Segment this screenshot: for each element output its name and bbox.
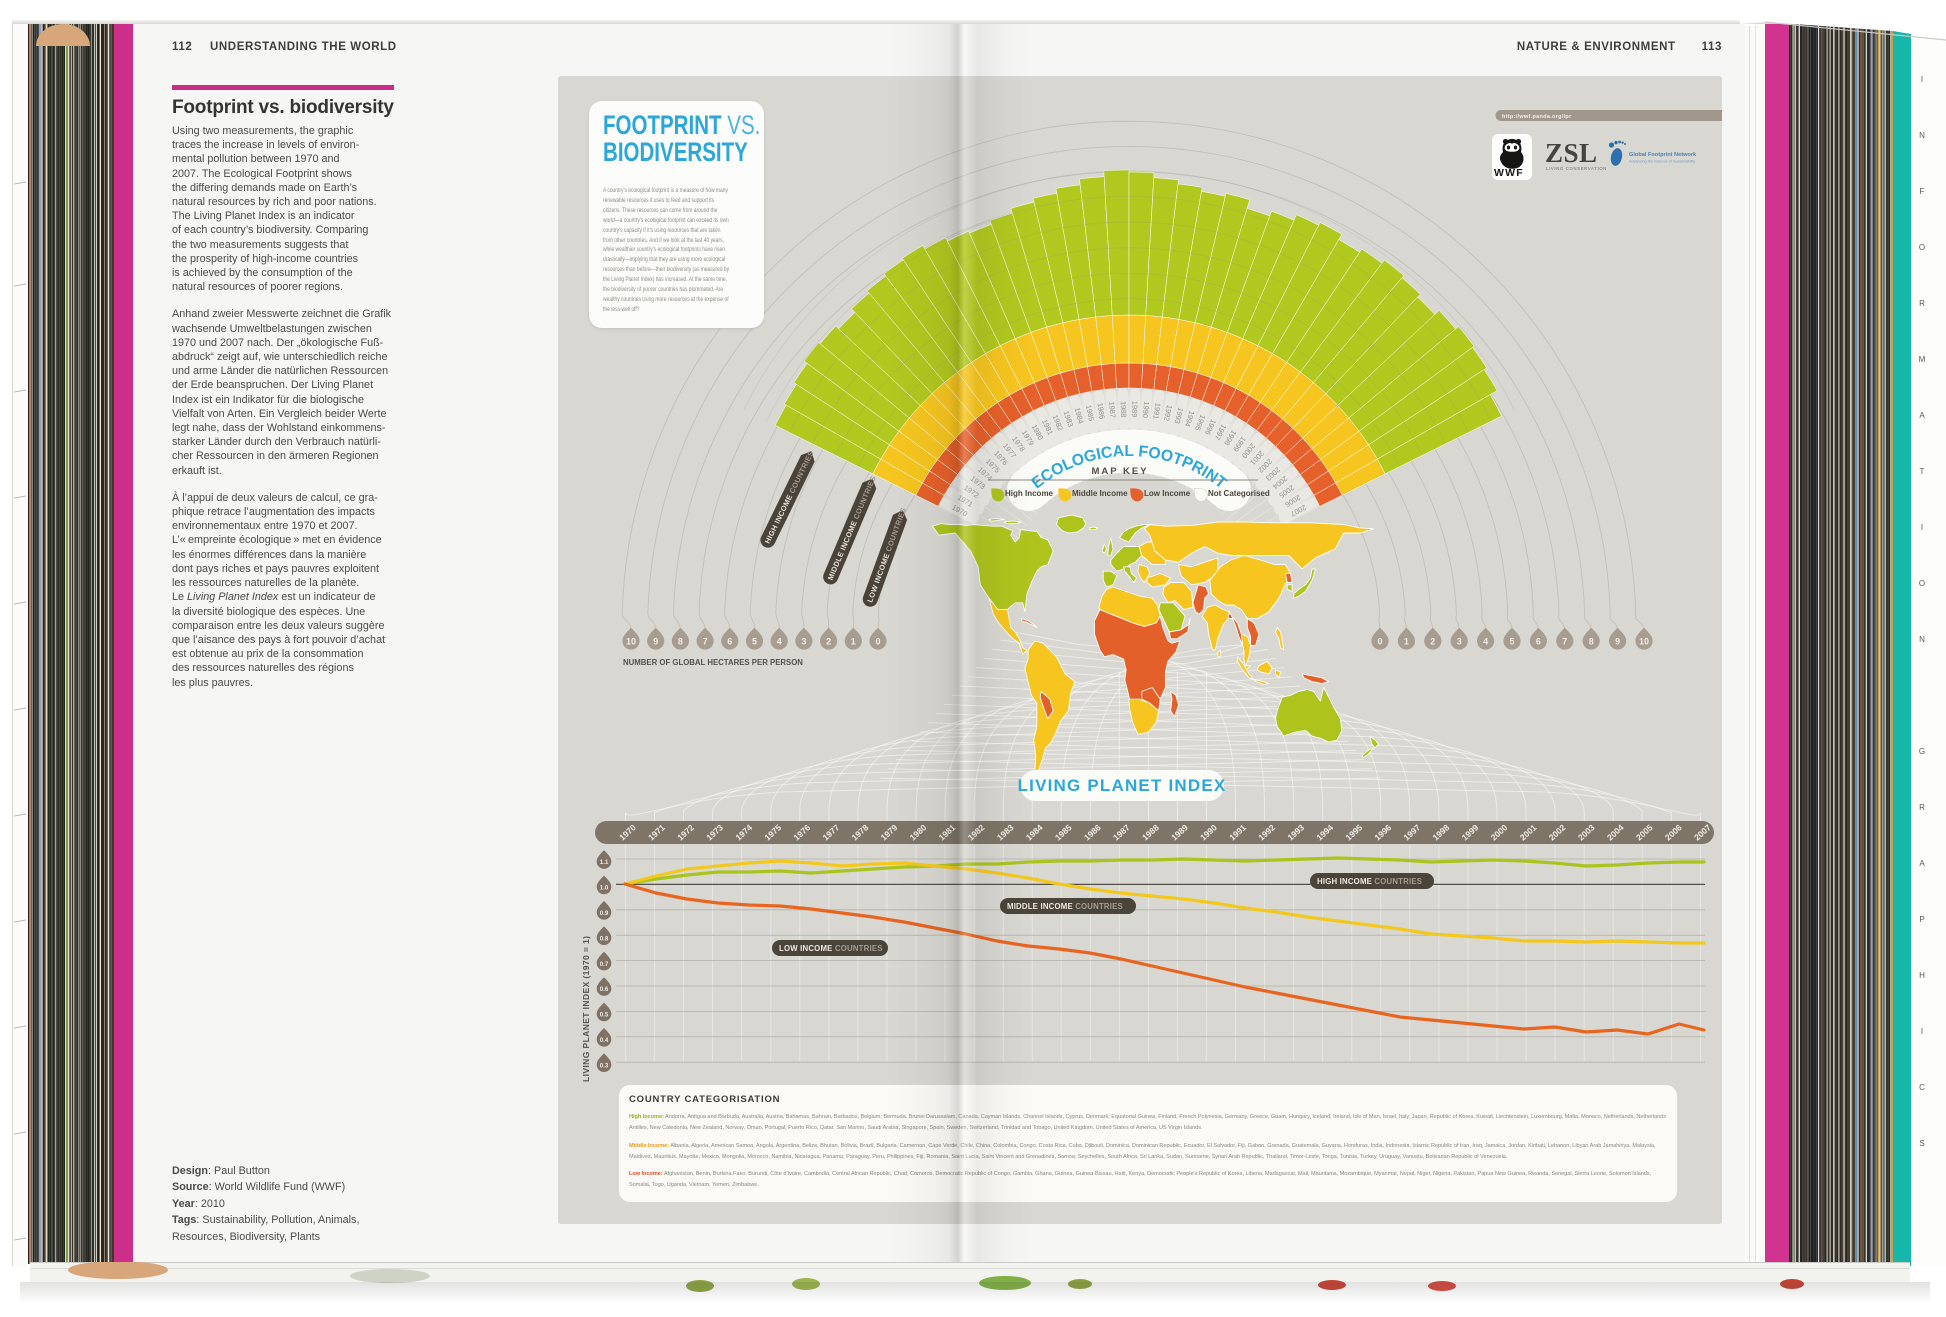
svg-text:0.9: 0.9 [600,910,609,917]
svg-text:LIVING PLANET INDEX: LIVING PLANET INDEX [1018,776,1227,795]
svg-text:2: 2 [826,637,831,647]
svg-text:0.3: 0.3 [600,1062,609,1069]
svg-text:10: 10 [1639,637,1649,647]
svg-text:1.1: 1.1 [600,859,609,866]
svg-text:LIVING CONSERVATION: LIVING CONSERVATION [1546,166,1607,171]
svg-text:http://wwf.panda.org/lpr: http://wwf.panda.org/lpr [1502,114,1572,120]
svg-text:10: 10 [626,637,636,647]
svg-text:Advancing the Science of Susta: Advancing the Science of Sustainability [1629,160,1695,164]
svg-text:1988: 1988 [1119,401,1128,418]
svg-text:9: 9 [653,637,658,647]
svg-text:Not Categorised: Not Categorised [1208,489,1270,498]
svg-text:0.5: 0.5 [600,1012,609,1019]
svg-text:NUMBER OF GLOBAL HECTARES PER: NUMBER OF GLOBAL HECTARES PER PERSON [623,658,803,667]
svg-text:1989: 1989 [1130,401,1139,418]
svg-text:0.4: 0.4 [600,1037,609,1044]
svg-text:8: 8 [678,637,683,647]
svg-text:6: 6 [1536,637,1541,647]
svg-text:Low Income: Low Income [1144,489,1191,498]
svg-text:ZSL: ZSL [1545,138,1598,168]
svg-text:2: 2 [1430,637,1435,647]
svg-text:8: 8 [1589,637,1594,647]
svg-text:1: 1 [1404,637,1409,647]
svg-text:1991: 1991 [1151,402,1162,420]
svg-text:1992: 1992 [1162,404,1174,422]
svg-text:7: 7 [703,637,708,647]
svg-text:1990: 1990 [1141,401,1151,418]
svg-text:6: 6 [727,637,732,647]
svg-text:0: 0 [1377,637,1382,647]
svg-text:0: 0 [875,637,880,647]
svg-text:1986: 1986 [1095,402,1106,420]
svg-text:WWF: WWF [1494,167,1524,179]
svg-text:1.0: 1.0 [600,885,609,892]
svg-text:LOW INCOME COUNTRIES: LOW INCOME COUNTRIES [779,944,883,953]
svg-text:1993: 1993 [1172,406,1185,424]
svg-text:0.7: 0.7 [600,961,609,968]
svg-text:MAP KEY: MAP KEY [1091,466,1148,477]
svg-text:9: 9 [1615,637,1620,647]
svg-text:HIGH INCOME COUNTRIES: HIGH INCOME COUNTRIES [1317,877,1422,886]
svg-text:0.6: 0.6 [600,986,609,993]
svg-text:4: 4 [777,637,782,647]
svg-text:1985: 1985 [1084,404,1096,422]
svg-text:5: 5 [1509,637,1514,647]
svg-text:7: 7 [1562,637,1567,647]
svg-text:High Income: High Income [1005,489,1054,498]
svg-text:1987: 1987 [1107,401,1117,418]
svg-text:3: 3 [801,637,806,647]
svg-text:Global Footprint Network: Global Footprint Network [1629,152,1697,158]
svg-text:0.8: 0.8 [600,935,609,942]
svg-text:5: 5 [752,637,757,647]
svg-text:1984: 1984 [1073,406,1086,424]
svg-text:1: 1 [851,637,856,647]
svg-text:3: 3 [1457,637,1462,647]
svg-text:MIDDLE INCOME COUNTRIES: MIDDLE INCOME COUNTRIES [1007,902,1123,911]
svg-text:LIVING PLANET INDEX (1970 = 1): LIVING PLANET INDEX (1970 = 1) [581,936,591,1082]
svg-text:4: 4 [1483,637,1488,647]
svg-text:Middle Income: Middle Income [1072,489,1128,498]
